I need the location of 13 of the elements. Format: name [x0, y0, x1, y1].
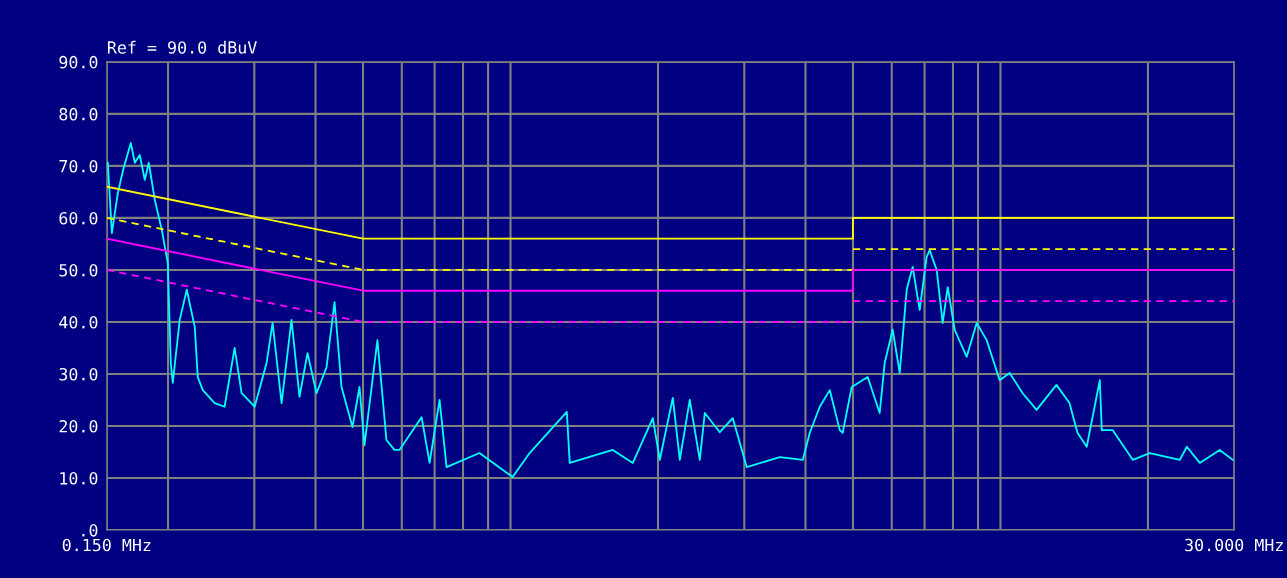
chart-title: Ref = 90.0 dBuV: [107, 40, 257, 54]
y-tick-label: 60.0: [59, 211, 98, 225]
y-tick-label: .0: [82, 524, 98, 537]
y-tick-label: 40.0: [59, 315, 98, 329]
x-tick-label: 0.150 MHz: [62, 538, 151, 552]
y-tick-label: 80.0: [59, 107, 98, 121]
y-tick-label: 10.0: [60, 472, 98, 485]
y-tick-label: 20.0: [59, 419, 98, 433]
y-tick-label: 90.0: [59, 55, 98, 69]
x-tick-label: 30.000 MHz: [1185, 538, 1283, 552]
y-tick-label: 70.0: [59, 159, 98, 173]
y-tick-label: 50.0: [59, 263, 98, 277]
y-tick-label: 30.0: [59, 367, 98, 381]
